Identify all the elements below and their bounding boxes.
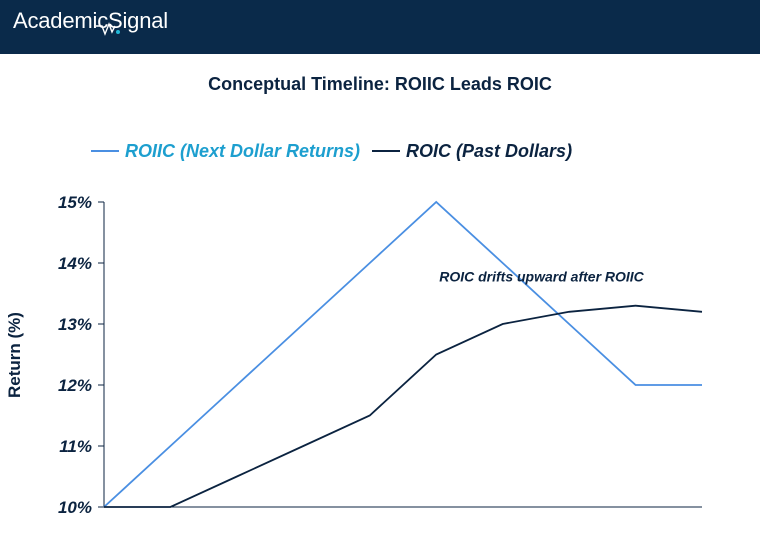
legend-label-roiic: ROIIC (Next Dollar Returns) [125, 140, 361, 161]
legend-item-roic: ROIC (Past Dollars) [372, 141, 572, 162]
series-line-roic [104, 304, 703, 508]
y-tick-label: 10% [58, 498, 92, 517]
signal-wave-icon [96, 22, 120, 36]
annotation-text: ROIC drifts upward after ROIIC [439, 269, 644, 285]
series-line-roiic [103, 200, 702, 508]
header-bar: AcademicSignal [0, 0, 760, 54]
y-tick-label: 15% [58, 193, 92, 212]
chart-title: Conceptual Timeline: ROIIC Leads ROIC [208, 74, 552, 94]
legend-swatch-roiic [91, 150, 119, 152]
legend: ROIIC (Next Dollar Returns) ROIC (Past D… [91, 140, 584, 162]
legend-item-roiic: ROIIC (Next Dollar Returns) [91, 141, 360, 162]
y-tick-label: 11% [59, 437, 92, 456]
legend-label-roic: ROIC (Past Dollars) [406, 140, 573, 161]
y-tick-label: 12% [58, 376, 92, 395]
y-tick-label: 14% [58, 254, 92, 273]
y-tick-label: 13% [58, 315, 92, 334]
legend-swatch-roic [372, 150, 401, 152]
logo: AcademicSignal [13, 8, 168, 33]
